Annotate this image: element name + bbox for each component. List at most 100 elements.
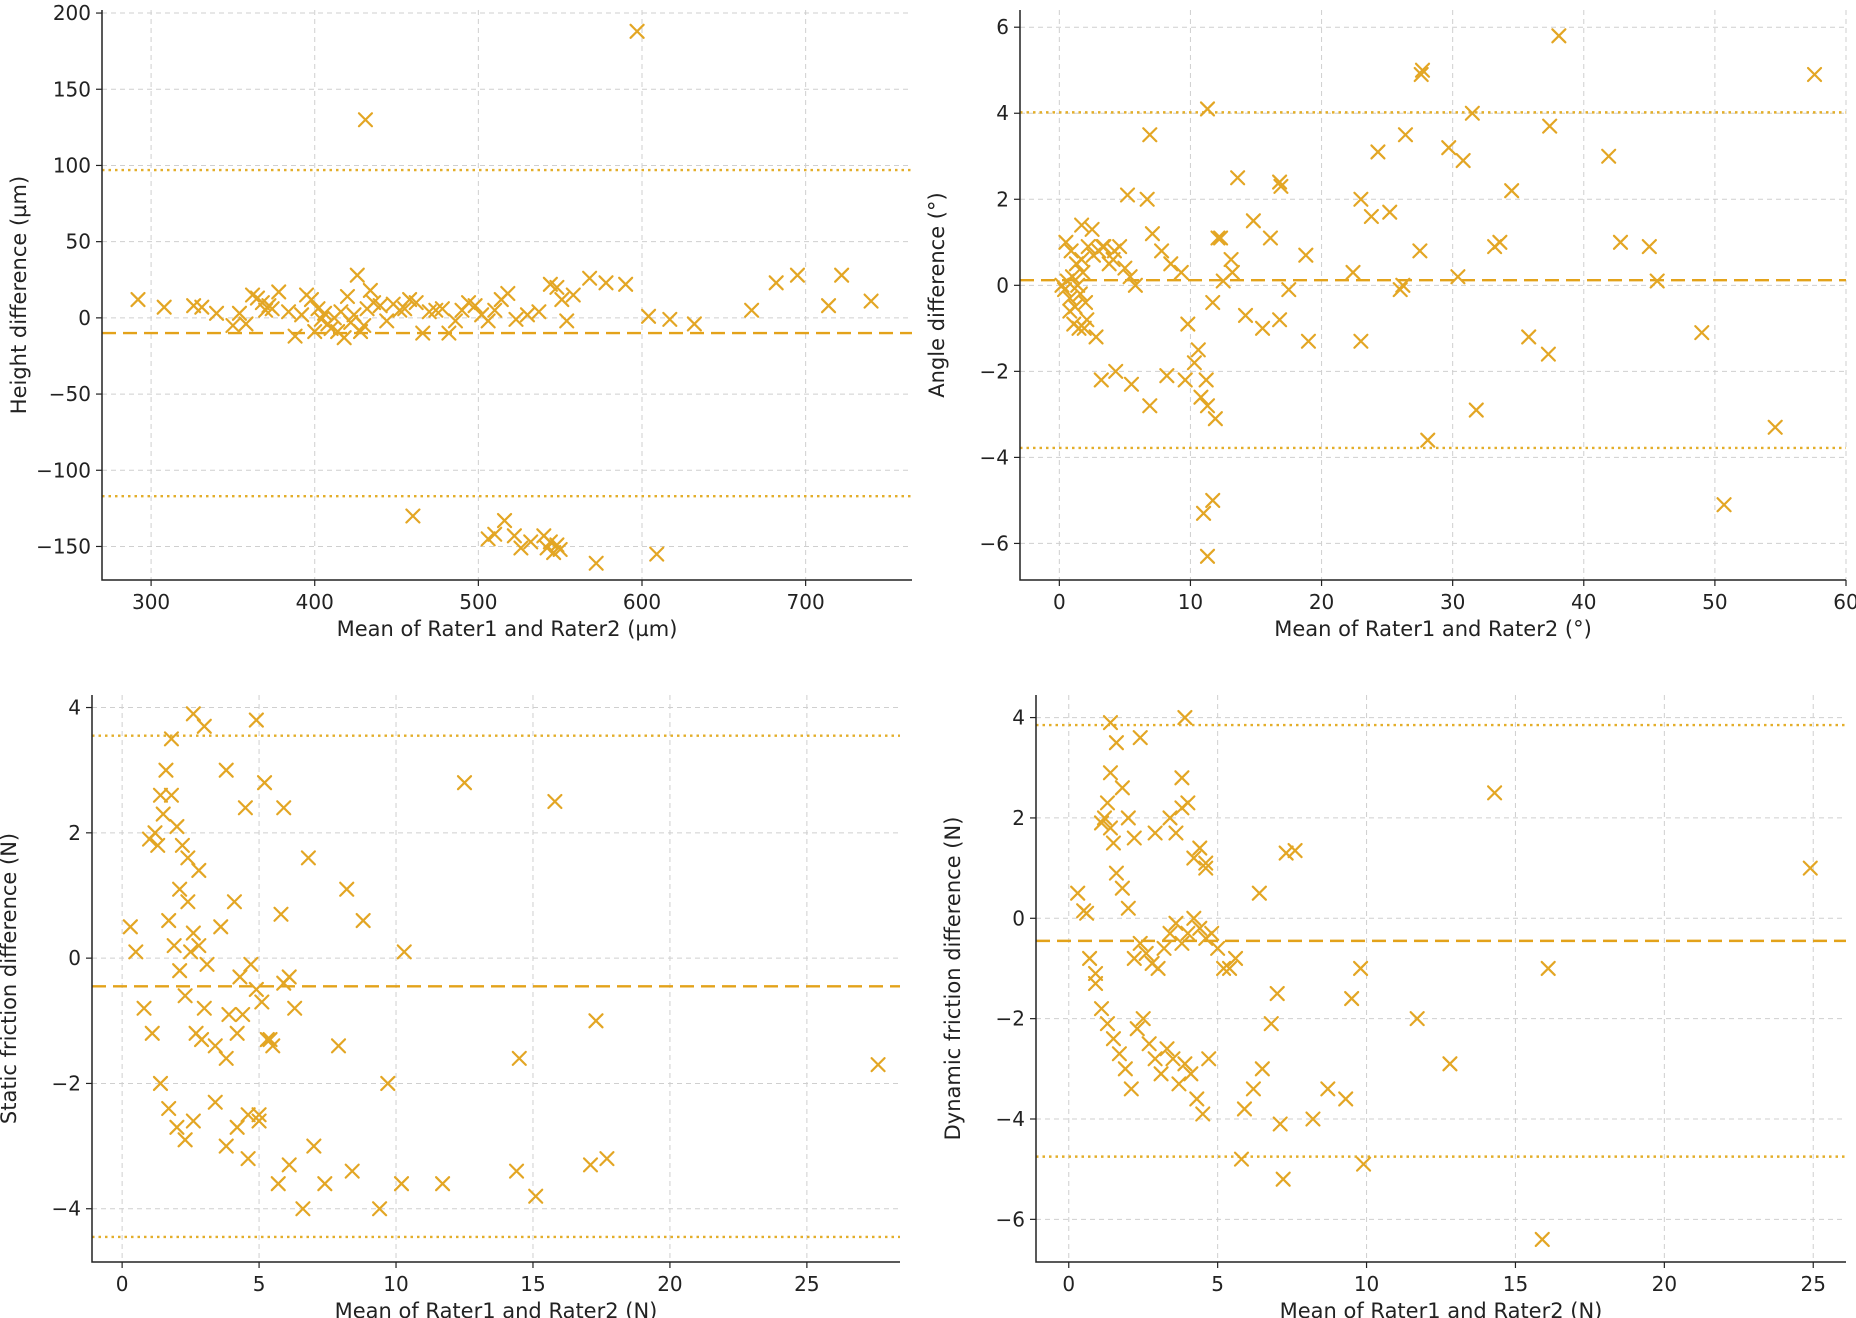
- data-point-marker: [1058, 234, 1074, 250]
- data-point-marker: [1412, 243, 1428, 259]
- y-tick-label: 2: [68, 821, 81, 845]
- data-point-marker: [155, 806, 171, 822]
- data-point-marker: [172, 881, 188, 897]
- data-point-marker: [310, 301, 326, 317]
- data-point-marker: [371, 1201, 388, 1217]
- x-tick-label: 25: [1801, 1272, 1826, 1296]
- data-point-marker: [379, 313, 395, 329]
- data-point-marker: [307, 323, 323, 340]
- data-point-marker: [229, 1025, 245, 1041]
- data-point-marker: [1802, 860, 1818, 876]
- data-point-marker: [1409, 1011, 1425, 1027]
- data-point-marker: [251, 1113, 267, 1129]
- x-tick-label: 0: [1062, 1272, 1075, 1296]
- axes-spine: [91, 695, 900, 1263]
- y-axis-label: Angle difference (°): [925, 192, 949, 397]
- y-tick-label: −6: [980, 531, 1009, 555]
- data-point-marker: [169, 818, 185, 835]
- data-point-marker: [221, 1006, 237, 1023]
- data-point-marker: [166, 938, 182, 954]
- data-point-marker: [1150, 960, 1166, 977]
- data-point-marker: [1275, 1171, 1291, 1187]
- data-point-marker: [1363, 208, 1379, 225]
- data-point-marker: [1236, 1101, 1253, 1117]
- data-point-marker: [1806, 66, 1823, 83]
- data-point-marker: [480, 531, 496, 547]
- data-point-marker: [177, 1132, 193, 1148]
- x-tick-label: 15: [520, 1272, 545, 1296]
- data-point-marker: [1174, 770, 1190, 786]
- data-point-marker: [185, 925, 201, 941]
- data-point-marker: [1237, 307, 1254, 324]
- data-point-marker: [588, 555, 604, 571]
- data-point-marker: [161, 1100, 177, 1117]
- data-point-marker: [1173, 264, 1189, 281]
- data-point-marker: [768, 275, 784, 291]
- data-point-marker: [172, 963, 188, 979]
- data-point-marker: [1079, 905, 1095, 921]
- data-point-marker: [177, 988, 193, 1004]
- data-point-marker: [152, 787, 169, 803]
- data-point-marker: [1487, 239, 1503, 255]
- data-point-marker: [226, 894, 243, 910]
- y-tick-label: −4: [980, 445, 1009, 469]
- data-point-marker: [357, 112, 374, 128]
- y-tick-label: 0: [68, 946, 81, 970]
- y-tick-label: 4: [68, 696, 81, 720]
- data-point-marker: [1305, 1111, 1321, 1127]
- data-point-marker: [1441, 140, 1457, 156]
- data-point-marker: [834, 267, 850, 283]
- data-point-marker: [218, 762, 234, 778]
- data-point-marker: [1156, 940, 1172, 956]
- data-point-marker: [1199, 398, 1216, 414]
- data-point-marker: [1694, 325, 1710, 341]
- data-point-marker: [1281, 282, 1297, 298]
- data-point-marker: [193, 1031, 210, 1048]
- data-point-marker: [1353, 333, 1369, 349]
- data-point-marker: [1163, 256, 1179, 272]
- y-tick-label: 4: [996, 101, 1009, 125]
- data-point-marker: [251, 1107, 267, 1123]
- data-point-marker: [349, 267, 365, 283]
- data-point-marker: [1129, 1021, 1145, 1037]
- data-point-marker: [1201, 1051, 1217, 1067]
- data-point-marker: [163, 731, 180, 747]
- data-point-marker: [686, 316, 702, 332]
- data-point-marker: [1120, 900, 1136, 916]
- data-point-marker: [1487, 785, 1503, 801]
- data-point-marker: [1087, 975, 1104, 992]
- data-point-marker: [225, 317, 241, 334]
- data-point-marker: [789, 267, 806, 283]
- data-point-marker: [1320, 1081, 1336, 1097]
- data-point-marker: [344, 1163, 360, 1179]
- data-point-marker: [281, 969, 297, 985]
- y-tick-label: 6: [996, 15, 1009, 39]
- data-point-marker: [1105, 251, 1121, 268]
- data-point-marker: [336, 330, 352, 346]
- data-point-marker: [1123, 376, 1140, 392]
- data-point-marker: [1216, 960, 1232, 977]
- data-point-marker: [1123, 1081, 1139, 1097]
- data-point-marker: [744, 302, 760, 318]
- data-point-marker: [1147, 1051, 1163, 1067]
- data-point-marker: [1114, 880, 1130, 896]
- data-point-marker: [259, 1031, 275, 1048]
- data-point-marker: [487, 526, 503, 542]
- data-point-marker: [362, 282, 378, 299]
- data-point-marker: [330, 1038, 347, 1054]
- x-tick-label: 700: [787, 590, 825, 614]
- data-point-marker: [1504, 183, 1520, 199]
- y-tick-label: −4: [52, 1197, 81, 1221]
- data-point-marker: [1147, 825, 1163, 841]
- data-point-marker: [1521, 329, 1537, 345]
- data-point-marker: [1254, 320, 1271, 336]
- data-point-marker: [196, 718, 212, 734]
- data-point-marker: [1120, 810, 1136, 826]
- data-point-marker: [396, 944, 412, 960]
- data-point-marker: [1177, 709, 1193, 726]
- data-point-marker: [1082, 950, 1098, 967]
- y-tick-label: 150: [53, 77, 91, 101]
- data-point-marker: [1382, 204, 1398, 220]
- data-point-marker: [549, 279, 565, 295]
